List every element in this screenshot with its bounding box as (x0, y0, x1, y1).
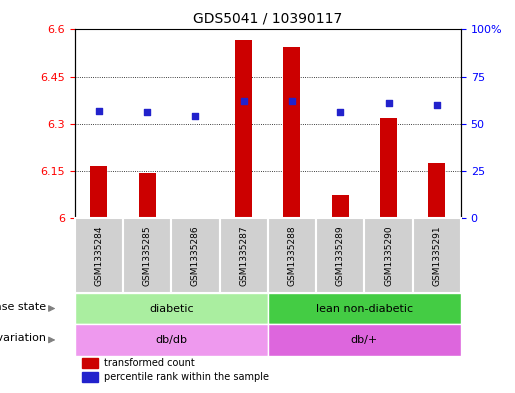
Text: GSM1335288: GSM1335288 (287, 225, 297, 286)
Bar (90, 166, 107, 218)
Text: GSM1335287: GSM1335287 (239, 225, 248, 286)
Text: GSM1335291: GSM1335291 (432, 225, 441, 286)
Text: GSM1335284: GSM1335284 (94, 225, 104, 286)
Text: GSM1335290: GSM1335290 (384, 225, 393, 286)
Point (239, 98, 248, 104)
Point (143, 109, 151, 116)
Text: GSM1335289: GSM1335289 (336, 225, 345, 286)
Bar (75, 218, 123, 293)
Bar (139, 173, 156, 218)
Point (384, 100, 392, 106)
Text: genotype/variation: genotype/variation (0, 333, 46, 343)
Bar (82, 358, 98, 368)
Bar (82, 373, 98, 382)
Bar (235, 40, 252, 218)
Point (191, 113, 199, 119)
Bar (171, 218, 219, 293)
Bar (123, 218, 171, 293)
Bar (428, 163, 445, 218)
Bar (380, 118, 397, 218)
Bar (332, 195, 349, 218)
Point (288, 98, 296, 104)
Point (336, 109, 345, 116)
Bar (283, 47, 300, 218)
Bar (187, 217, 204, 218)
Text: GSM1335286: GSM1335286 (191, 225, 200, 286)
Point (95, 107, 103, 114)
Text: db/db: db/db (155, 335, 187, 345)
Text: diabetic: diabetic (149, 303, 194, 314)
Bar (316, 218, 365, 293)
Bar (219, 218, 268, 293)
Text: disease state: disease state (0, 302, 46, 312)
Text: transformed count: transformed count (104, 358, 194, 368)
Bar (365, 218, 413, 293)
Text: percentile rank within the sample: percentile rank within the sample (104, 372, 269, 382)
Bar (268, 218, 316, 293)
Title: GDS5041 / 10390117: GDS5041 / 10390117 (193, 11, 342, 26)
Point (433, 102, 441, 108)
Text: lean non-diabetic: lean non-diabetic (316, 303, 413, 314)
Text: db/+: db/+ (351, 335, 378, 345)
Text: GSM1335285: GSM1335285 (143, 225, 151, 286)
Bar (413, 218, 461, 293)
